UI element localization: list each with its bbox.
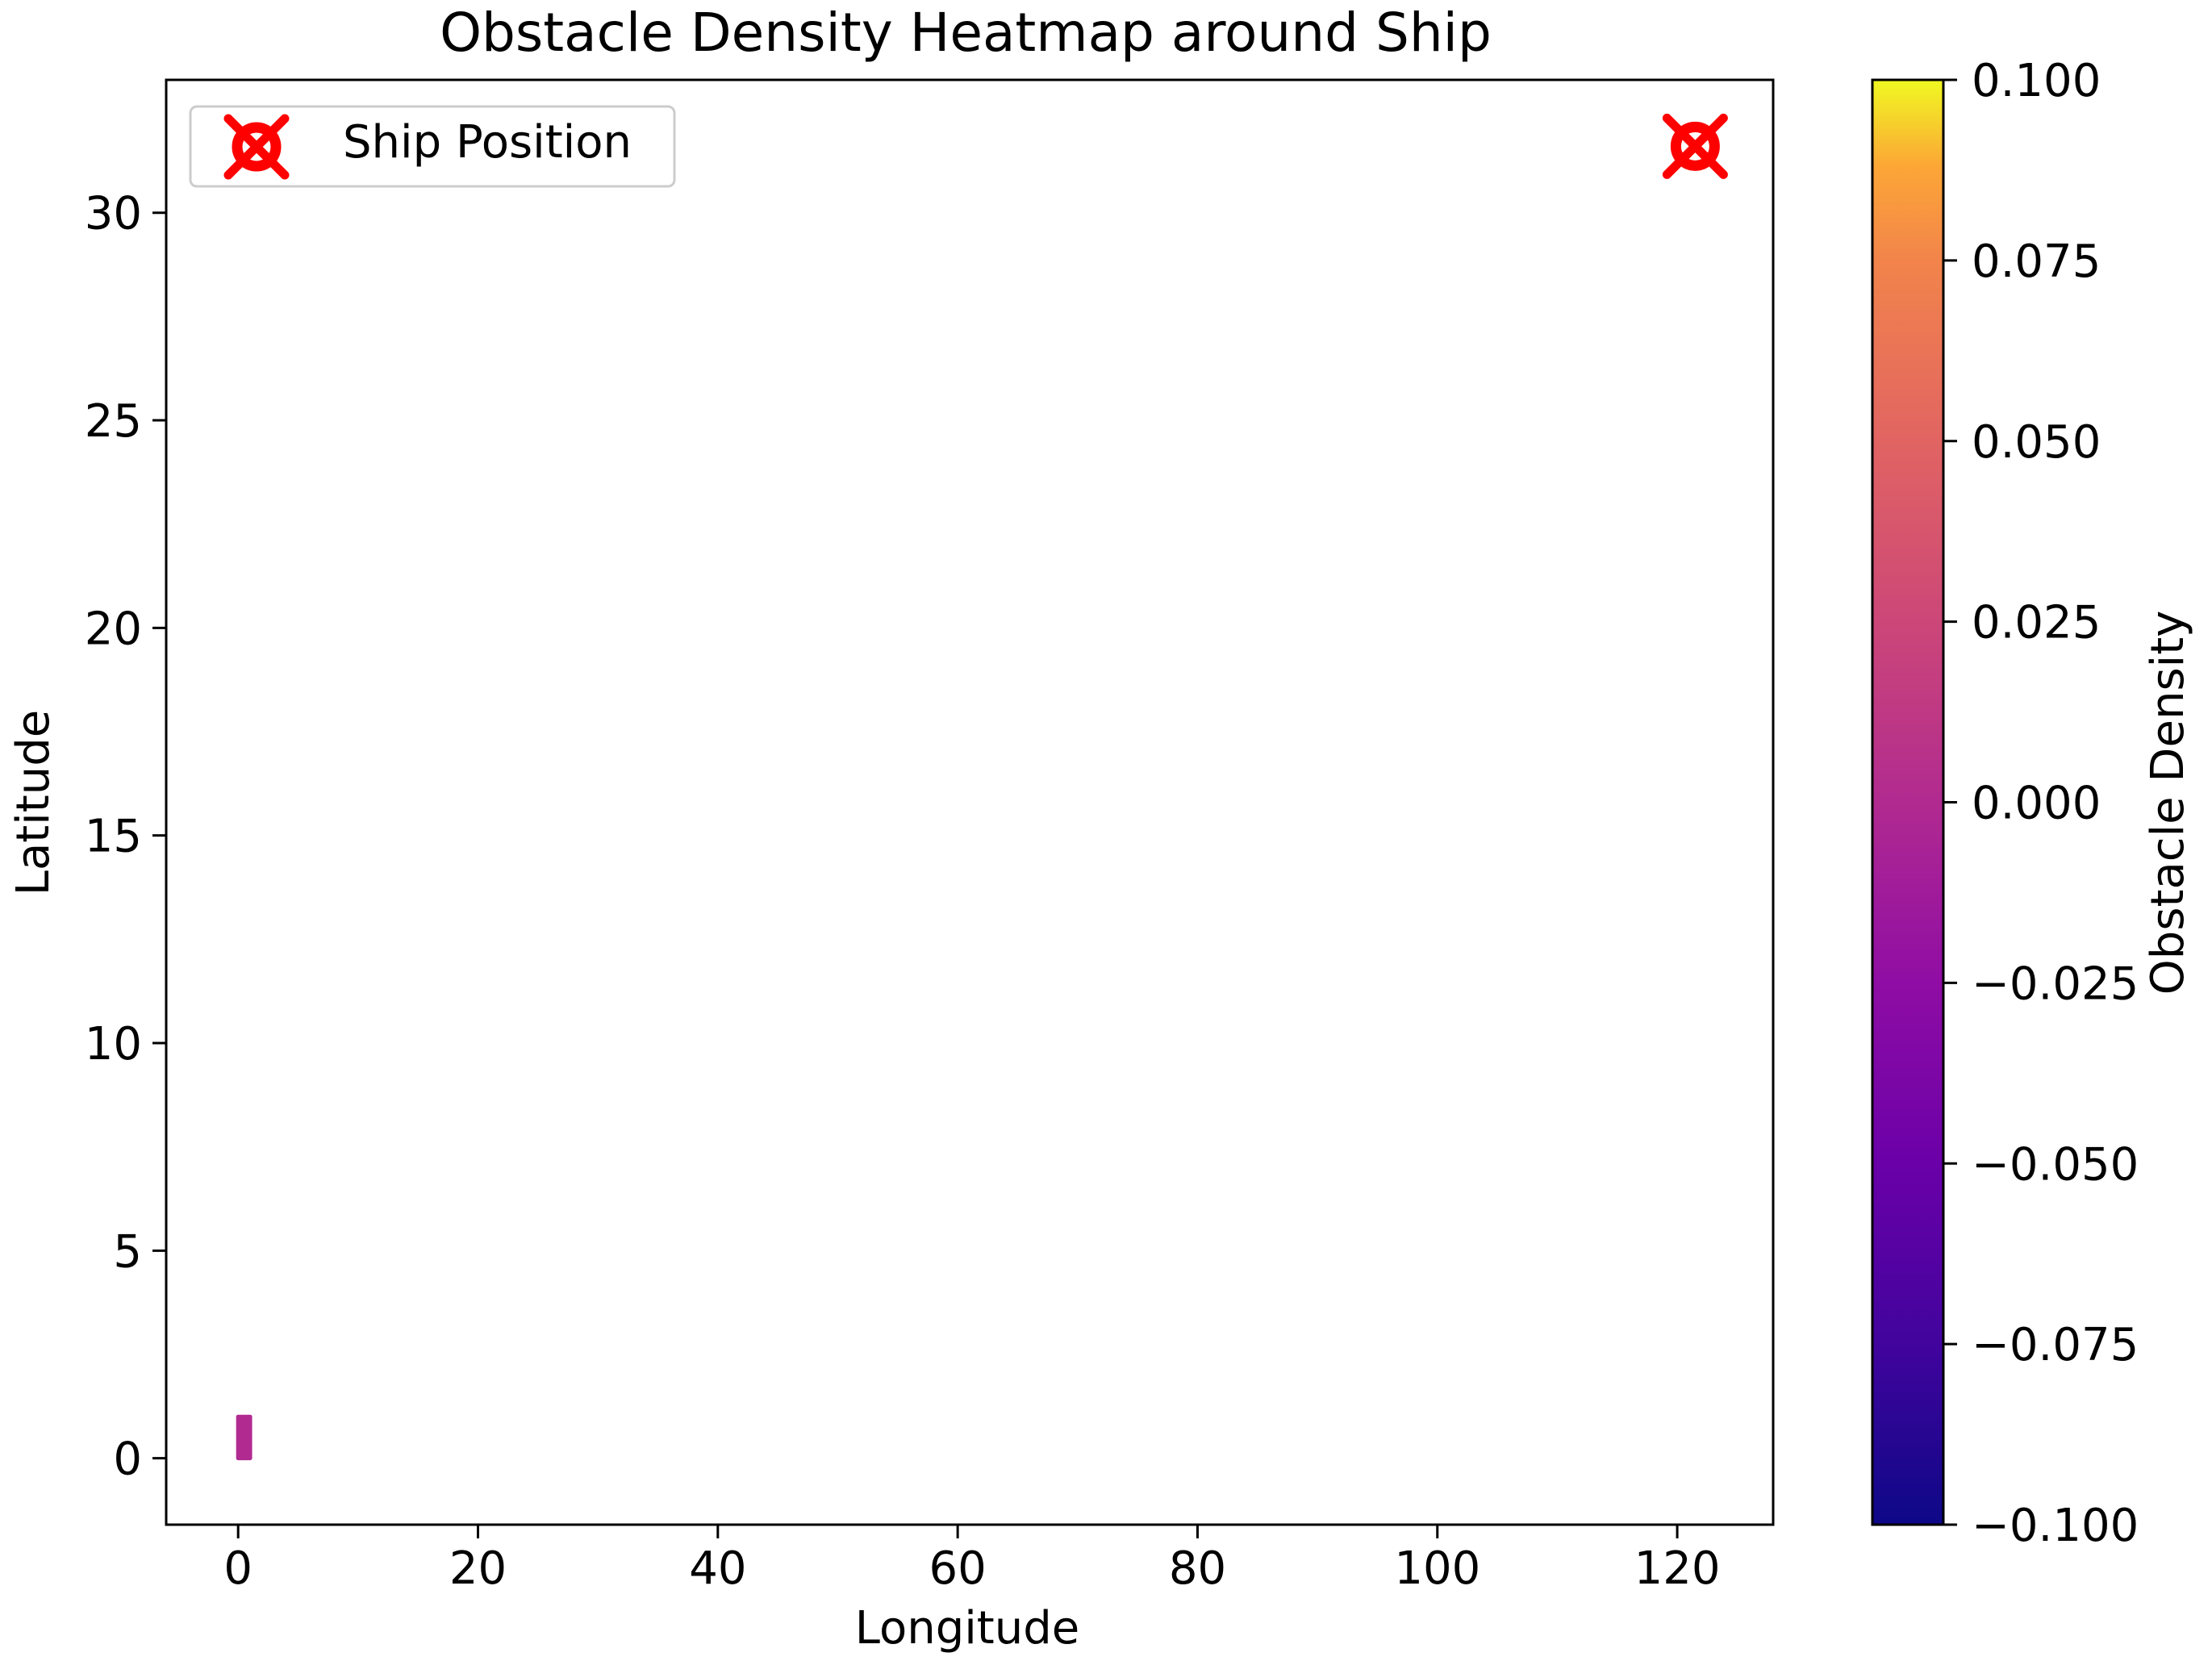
- y-tick-label: 20: [85, 603, 142, 655]
- legend-ship-marker-icon: [223, 114, 290, 180]
- y-tick-label: 25: [85, 395, 142, 448]
- colorbar-tick-label: 0.100: [1972, 55, 2101, 107]
- colorbar-tick-label: −0.075: [1972, 1319, 2139, 1371]
- x-axis-label: Longitude: [855, 1602, 1080, 1655]
- x-tick-label: 60: [929, 1542, 987, 1595]
- y-tick-label: 0: [113, 1434, 142, 1486]
- y-tick-label: 5: [113, 1225, 142, 1278]
- chart-title: Obstacle Density Heatmap around Ship: [440, 2, 1492, 64]
- legend-box: [189, 105, 676, 188]
- x-tick-label: 20: [449, 1542, 507, 1595]
- y-tick-label: 15: [85, 811, 142, 863]
- colorbar-tick-label: −0.050: [1972, 1138, 2139, 1191]
- heatmap-cell: [236, 1414, 253, 1461]
- colorbar-tick-label: 0.050: [1972, 416, 2101, 469]
- colorbar-gradient: [1871, 78, 1945, 1526]
- heatmap-cells: [236, 1414, 253, 1461]
- colorbar-tick-label: −0.100: [1972, 1500, 2139, 1552]
- y-axis: 0 5 10 15 20 25 30: [85, 188, 166, 1486]
- x-tick-label: 80: [1169, 1542, 1226, 1595]
- ship-marker-ring: [1670, 121, 1720, 171]
- colorbar-tick-label: 0.025: [1972, 597, 2101, 649]
- y-tick-label: 10: [85, 1018, 142, 1070]
- x-axis: 0 20 40 60 80 100 120: [223, 1525, 1721, 1595]
- y-tick-label: 30: [85, 188, 142, 240]
- colorbar: 0.100 0.075 0.050 0.025 0.000 −0.025 −0.050 −0.…: [1871, 55, 2194, 1552]
- colorbar-tick-label: 0.000: [1972, 778, 2101, 830]
- ship-position-marker: [1662, 113, 1728, 179]
- colorbar-label: Obstacle Density: [2142, 611, 2194, 995]
- y-axis-label: Latitude: [7, 710, 60, 895]
- x-tick-label: 40: [689, 1542, 746, 1595]
- legend: Ship Position: [189, 105, 676, 188]
- plot-frame: [165, 78, 1775, 1526]
- x-tick-label: 0: [223, 1542, 253, 1595]
- x-tick-label: 100: [1394, 1542, 1480, 1595]
- colorbar-tick-label: −0.025: [1972, 958, 2139, 1010]
- x-tick-label: 120: [1634, 1542, 1721, 1595]
- legend-label-ship-position: Ship Position: [343, 116, 632, 169]
- ship-marker-cross-b: [1662, 113, 1728, 179]
- colorbar-ticks: 0.100 0.075 0.050 0.025 0.000 −0.025 −0.050 −0.…: [1943, 55, 2139, 1552]
- colorbar-tick-label: 0.075: [1972, 236, 2101, 288]
- ship-markers: [1662, 113, 1728, 179]
